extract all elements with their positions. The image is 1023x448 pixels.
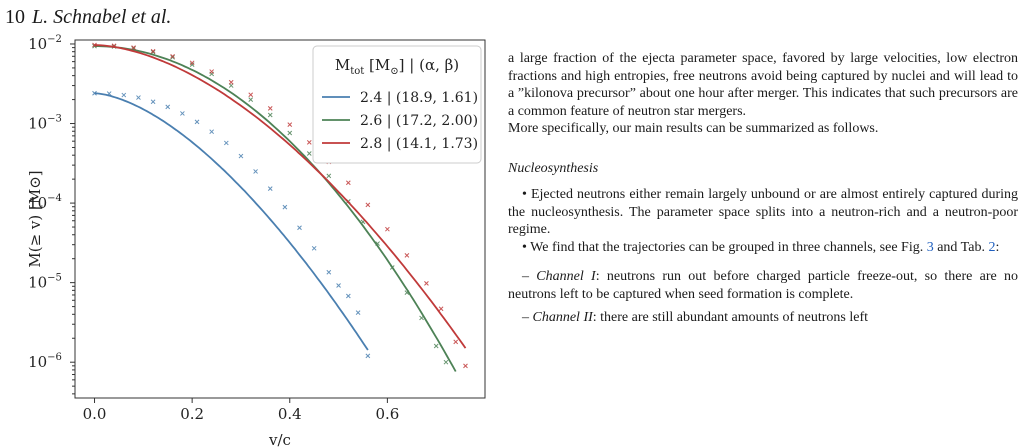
scatter-point	[267, 106, 273, 111]
paragraph-results: More specifically, our main results can …	[508, 121, 879, 136]
y-axis-label: M(≥ v) [M⊙]	[26, 170, 44, 267]
channel-1-name: Channel I	[536, 269, 596, 284]
scatter-point	[248, 97, 254, 102]
scatter-point	[336, 283, 341, 288]
scatter-point	[311, 245, 317, 251]
scatter-point	[131, 45, 136, 50]
tab-2-link[interactable]: 2	[988, 239, 996, 255]
scatter-point	[248, 92, 254, 98]
scatter-point	[355, 310, 361, 315]
data-series	[92, 42, 468, 372]
page-number: 10	[5, 6, 25, 28]
series-0	[92, 90, 371, 359]
scatter-point	[189, 62, 195, 67]
scatter-point	[150, 99, 156, 105]
scatter-point	[170, 53, 175, 59]
scatter-point	[209, 69, 215, 74]
scatter-point	[282, 204, 288, 210]
ejecta-mass-figure: 0.0 0.2 0.4 0.6 10−610−510−410−310−2 v/c M(…	[26, 34, 486, 448]
scatter-point	[170, 54, 175, 60]
scatter-point	[306, 140, 312, 145]
y-tick-label: 10−2	[28, 34, 62, 53]
legend-entry: 2.6 | (17.2, 2.00)	[360, 113, 478, 129]
scatter-point	[238, 153, 244, 159]
legend-entry: 2.8 | (14.1, 1.73)	[360, 136, 478, 152]
scatter-point	[326, 269, 332, 275]
fig-3-link[interactable]: 3	[926, 239, 934, 255]
scatter-point	[433, 343, 439, 349]
scatter-point	[297, 225, 302, 231]
scatter-point	[287, 130, 293, 136]
scatter-point	[345, 293, 351, 299]
scatter-point	[136, 95, 141, 100]
scatter-point	[267, 186, 273, 191]
scatter-point	[306, 151, 312, 156]
scatter-point	[463, 363, 468, 369]
legend-entry: 2.4 | (18.9, 1.61)	[360, 90, 478, 106]
x-tick-label: 0.2	[180, 405, 204, 423]
fit-line	[94, 92, 369, 351]
legend-title: Mtot [M⊙] | (α, β)	[335, 56, 459, 77]
x-tick-label: 0.6	[375, 405, 399, 423]
fit-line	[94, 44, 467, 349]
legend-box	[312, 45, 482, 164]
scatter-point	[194, 119, 200, 125]
scatter-point	[326, 173, 332, 179]
scatter-point	[189, 60, 195, 66]
scatter-point	[404, 253, 410, 258]
scatter-point	[345, 180, 351, 186]
scatter-point	[228, 79, 234, 85]
scatter-point	[121, 92, 127, 98]
x-axis-ticks: 0.0 0.2 0.4 0.6	[83, 398, 399, 423]
y-tick-label: 10−6	[28, 352, 62, 371]
plot-frame	[74, 39, 486, 399]
running-authors: L. Schnabel et al.	[32, 6, 172, 28]
channel-2-item: – Channel II: there are still abundant a…	[522, 310, 869, 325]
legend: Mtot [M⊙] | (α, β) 2.4 | (18.9, 1.61) 2.6…	[312, 45, 482, 164]
section-heading-nucleosynthesis: Nucleosynthesis	[508, 160, 599, 176]
bullet-channels: • We find that the trajectories can be g…	[522, 239, 1000, 255]
paragraph-summary: a large fraction of the ejecta parameter…	[508, 51, 1018, 119]
scatter-point	[385, 226, 390, 232]
channel-2-name: Channel II	[532, 310, 593, 325]
y-tick-label: 10−5	[28, 273, 62, 292]
scatter-point	[209, 129, 215, 135]
scatter-point	[365, 353, 371, 359]
scatter-point	[287, 122, 293, 127]
scatter-point	[223, 140, 229, 146]
series-1	[92, 43, 457, 372]
running-header: 10 L. Schnabel et al.	[5, 4, 171, 30]
scatter-point	[180, 111, 185, 116]
x-tick-label: 0.4	[278, 405, 302, 423]
scatter-point	[267, 112, 273, 118]
scatter-point	[165, 104, 171, 110]
y-tick-label: 10−3	[28, 114, 62, 133]
scatter-point	[424, 280, 429, 286]
scatter-point	[438, 306, 444, 312]
text-column: a large fraction of the ejecta parameter…	[508, 50, 1018, 327]
scatter-point	[150, 48, 156, 54]
scatter-point	[443, 359, 449, 365]
x-tick-label: 0.0	[83, 405, 107, 423]
x-axis-label: v/c	[268, 431, 291, 448]
bullet-neutrons: • Ejected neutrons either remain largely…	[508, 187, 1018, 237]
scatter-point	[453, 339, 459, 345]
scatter-point	[253, 169, 258, 174]
channel-1-item: – Channel I: neutrons run out before cha…	[508, 269, 1019, 302]
fit-line	[94, 45, 457, 372]
series-2	[92, 42, 468, 369]
scatter-point	[365, 202, 371, 208]
